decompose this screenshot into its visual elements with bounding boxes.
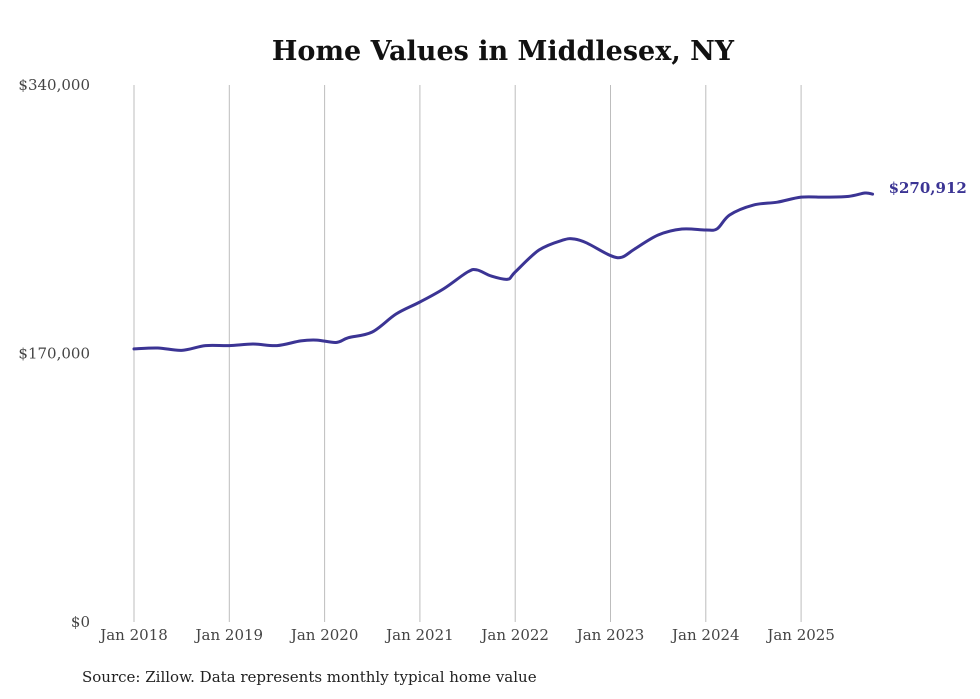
x-tick-label: Jan 2018: [98, 626, 168, 644]
x-tick-label: Jan 2025: [765, 626, 835, 644]
series-line: [132, 191, 875, 352]
x-tick-label: Jan 2020: [289, 626, 359, 644]
x-tick-label: Jan 2022: [479, 626, 549, 644]
y-tick-label: $340,000: [18, 76, 90, 94]
end-value-label: $270,912: [889, 179, 967, 197]
y-tick-label: $0: [71, 613, 90, 631]
source-note: Source: Zillow. Data represents monthly …: [82, 668, 537, 686]
x-tick-label: Jan 2023: [575, 626, 645, 644]
chart-title: Home Values in Middlesex, NY: [272, 36, 735, 67]
x-tick-label: Jan 2019: [194, 626, 264, 644]
y-tick-label: $170,000: [18, 345, 90, 363]
x-tick-label: Jan 2021: [384, 626, 454, 644]
x-tick-label: Jan 2024: [670, 626, 740, 644]
